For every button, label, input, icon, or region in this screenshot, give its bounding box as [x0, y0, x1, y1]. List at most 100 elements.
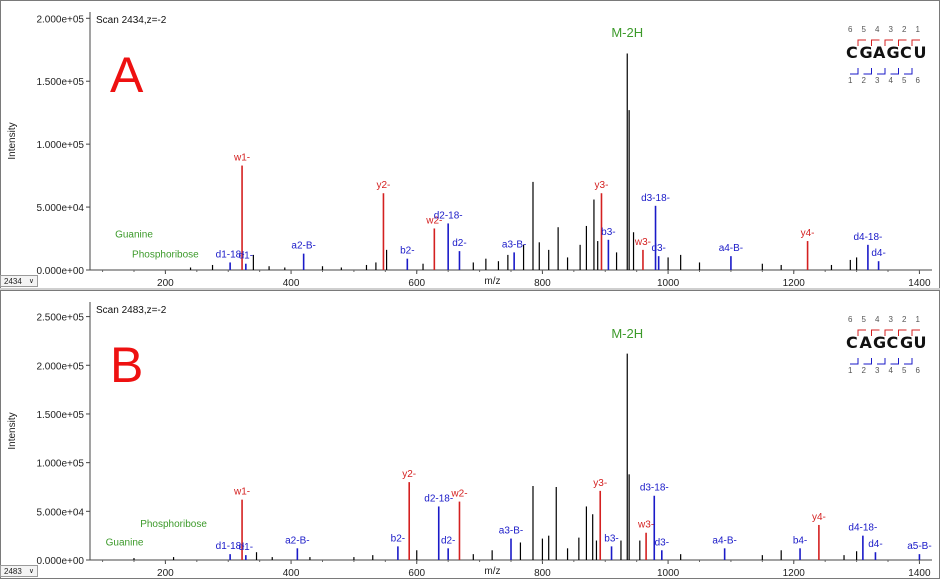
y-tick-label: 0.000e+00 — [36, 266, 84, 277]
peak-label: y2- — [376, 180, 390, 191]
spectrum-panel-a: 0.000e+00 5.000e+04 1.000e+05 1.500e+05 2.00… — [0, 0, 940, 289]
peak-label: d3-18- — [640, 483, 669, 494]
peak-label: w2- — [425, 215, 442, 226]
scan-title: Scan 2483,z=-2 — [96, 305, 167, 316]
peak-label: d1- — [239, 251, 253, 262]
y-tick-label: 1.500e+05 — [36, 410, 84, 421]
sequence-bracket-top — [857, 329, 866, 336]
sequence-letter: G — [900, 333, 913, 352]
sequence-bracket-bottom — [863, 358, 872, 365]
sequence-bracket-bottom — [904, 68, 913, 75]
peak-label: b2- — [391, 533, 405, 544]
sequence-number-top: 3 — [889, 25, 894, 34]
sequence-bracket-top — [857, 39, 866, 46]
peak-label: b2- — [400, 246, 414, 257]
peak-annotation: Guanine — [115, 229, 153, 240]
sequence-letter: G — [887, 43, 900, 62]
peak-label: a2-B- — [285, 535, 309, 546]
y-tick-label: 1.000e+05 — [36, 459, 84, 470]
peak-label: d2-18- — [434, 210, 463, 221]
sequence-letter: A — [860, 333, 873, 352]
sequence-number-bottom: 4 — [889, 366, 894, 375]
x-tick-label: 800 — [534, 568, 551, 579]
sequence-letter: A — [873, 43, 886, 62]
peak-label: y2- — [402, 469, 416, 480]
sequence-number-top: 5 — [862, 25, 867, 34]
panel-separator — [0, 288, 940, 290]
sequence-bracket-bottom — [877, 358, 886, 365]
peak-label: d4-18- — [848, 523, 877, 534]
sequence-bracket-top — [911, 329, 920, 336]
y-tick-label: 2.000e+05 — [36, 14, 84, 25]
peak-label: y3- — [593, 478, 607, 489]
sequence-number-top: 1 — [916, 315, 921, 324]
sequence-bracket-bottom — [877, 68, 886, 75]
sequence-number-top: 5 — [862, 315, 867, 324]
chevron-down-icon: ∨ — [28, 278, 34, 285]
sequence-number-top: 2 — [902, 25, 907, 34]
spectrum-plot-b: 0.000e+00 5.000e+04 1.000e+05 1.500e+05 2.00… — [7, 302, 932, 579]
sequence-bracket-top — [898, 329, 907, 336]
sequence-bracket-bottom — [890, 358, 899, 365]
peak-label: a5-B- — [907, 541, 931, 552]
x-tick-label: 200 — [157, 568, 174, 579]
chevron-down-icon: ∨ — [28, 568, 34, 575]
x-tick-label: 1400 — [908, 568, 931, 579]
peak-label: a4-B- — [719, 243, 743, 254]
sequence-bracket-bottom — [863, 68, 872, 75]
peak-label: y3- — [595, 180, 609, 191]
y-tick-label: 5.000e+04 — [36, 203, 84, 214]
peak-label: d3-18- — [641, 193, 670, 204]
peak-label: y4- — [801, 228, 815, 239]
sequence-letter: C — [846, 333, 858, 352]
panel-letter: B — [110, 337, 143, 393]
sequence-bracket-bottom — [890, 68, 899, 75]
sequence-number-top: 4 — [875, 25, 880, 34]
y-tick-label: 2.000e+05 — [36, 361, 84, 372]
sequence-number-bottom: 4 — [889, 76, 894, 85]
sequence-number-top: 6 — [848, 25, 853, 34]
sequence-letter: C — [846, 43, 858, 62]
peak-label: d3- — [655, 537, 669, 548]
y-tick-label: 2.500e+05 — [36, 313, 84, 324]
peak-label: a3-B- — [502, 239, 526, 250]
sequence-letter: U — [914, 43, 927, 62]
sequence-letter: U — [914, 333, 927, 352]
y-axis-label: Intensity — [7, 412, 18, 449]
x-tick-label: 800 — [534, 278, 551, 289]
x-tick-label: 1200 — [783, 278, 806, 289]
y-tick-label: 0.000e+00 — [36, 556, 84, 567]
scan-selector[interactable]: 2434 ∨ — [0, 275, 38, 287]
peak-annotation: M-2H — [611, 25, 643, 40]
sequence-number-bottom: 3 — [875, 366, 880, 375]
sequence-bracket-bottom — [904, 358, 913, 365]
peak-label: d1-18- — [216, 541, 245, 552]
sequence-bracket-bottom — [850, 358, 859, 365]
peak-label: w1- — [233, 487, 250, 498]
scan-title: Scan 2434,z=-2 — [96, 15, 167, 26]
x-tick-label: 600 — [408, 568, 425, 579]
peak-label: d3- — [651, 243, 665, 254]
peak-label: b4- — [793, 535, 807, 546]
sequence-number-bottom: 2 — [862, 76, 867, 85]
peak-label: d2- — [452, 238, 466, 249]
x-tick-label: 400 — [283, 278, 300, 289]
peak-annotation: Guanine — [106, 537, 144, 548]
x-tick-label: 400 — [283, 568, 300, 579]
sequence-diagram: C A G C G U6 5 4 3 2 11 2 3 4 5 6 — [846, 315, 927, 375]
peak-label: a3-B- — [499, 526, 523, 537]
x-tick-label: 1000 — [657, 278, 680, 289]
scan-selector[interactable]: 2483 ∨ — [0, 565, 38, 577]
sequence-number-bottom: 2 — [862, 366, 867, 375]
peak-label: d2-18- — [424, 493, 453, 504]
x-tick-label: 200 — [157, 278, 174, 289]
sequence-bracket-top — [911, 39, 920, 46]
sequence-bracket-top — [884, 329, 893, 336]
sequence-number-bottom: 1 — [848, 76, 853, 85]
sequence-number-top: 3 — [889, 315, 894, 324]
y-tick-label: 1.000e+05 — [36, 140, 84, 151]
peak-label: b3- — [604, 533, 618, 544]
peak-label: w2- — [450, 489, 467, 500]
sequence-diagram: C G A G C U6 5 4 3 2 11 2 3 4 5 6 — [846, 25, 927, 85]
sequence-bracket-top — [871, 39, 880, 46]
